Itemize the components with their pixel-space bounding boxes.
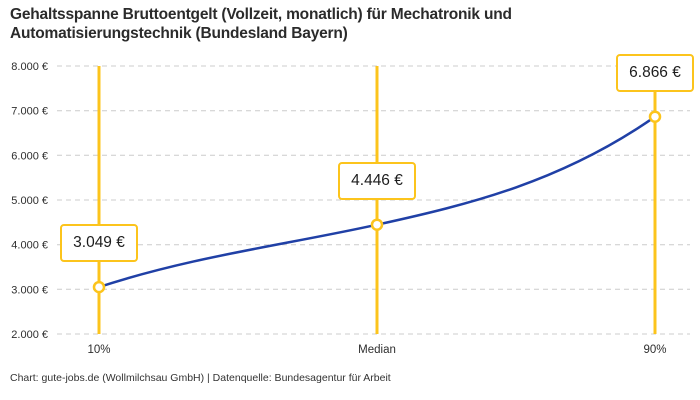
y-tick-label: 7.000 € bbox=[11, 106, 48, 118]
value-badge: 3.049 € bbox=[60, 224, 138, 262]
value-badge: 4.446 € bbox=[338, 162, 416, 200]
y-tick-label: 2.000 € bbox=[11, 329, 48, 341]
x-tick-label: Median bbox=[358, 344, 396, 356]
y-tick-label: 8.000 € bbox=[11, 61, 48, 73]
value-badge: 6.866 € bbox=[616, 54, 694, 92]
x-tick-label: 10% bbox=[87, 344, 110, 356]
data-point[interactable] bbox=[648, 110, 662, 123]
chart-title: Gehaltsspanne Bruttoentgelt (Vollzeit, m… bbox=[10, 6, 512, 42]
x-tick-label: 90% bbox=[643, 344, 666, 356]
y-tick-label: 5.000 € bbox=[11, 195, 48, 207]
data-point[interactable] bbox=[370, 218, 384, 231]
chart-footer: Chart: gute-jobs.de (Wollmilchsau GmbH) … bbox=[10, 372, 391, 384]
data-point[interactable] bbox=[92, 280, 106, 294]
y-tick-label: 3.000 € bbox=[11, 284, 48, 296]
y-tick-label: 6.000 € bbox=[11, 150, 48, 162]
y-tick-label: 4.000 € bbox=[11, 240, 48, 252]
